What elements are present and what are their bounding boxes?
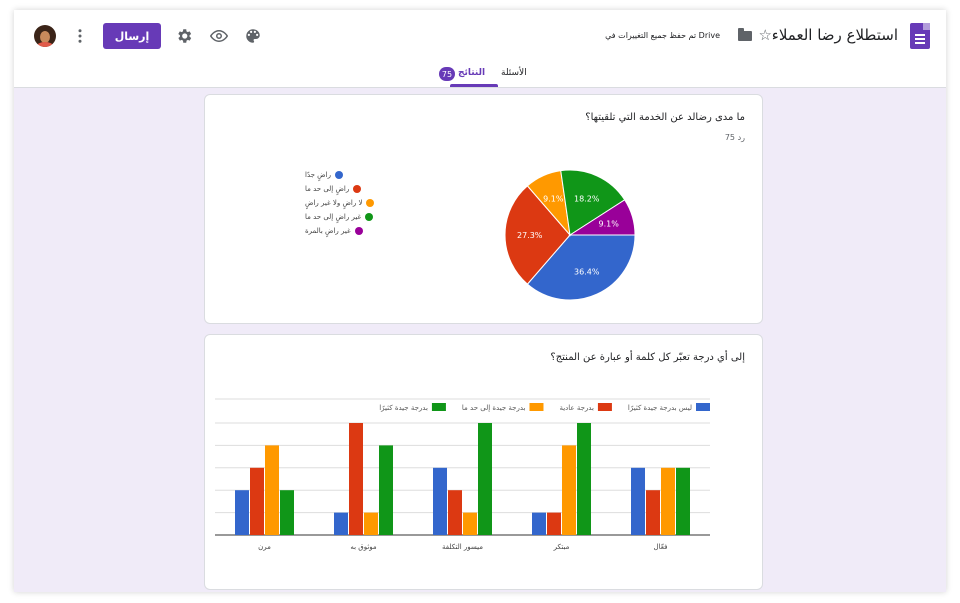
bar[interactable] [280,490,294,535]
legend-label: بدرجة جيدة إلى حد ما [462,404,526,412]
response-count: 75 رد [724,133,745,142]
palette-icon[interactable] [241,24,265,48]
legend-label: بدرجة عادية [559,404,593,412]
settings-gear-icon[interactable] [172,24,196,48]
pie-slice-label: 18.2% [574,194,600,203]
bar[interactable] [379,445,393,535]
bar[interactable] [334,512,348,535]
legend-item: راضٍ إلى حد ما [305,182,374,196]
more-vert-icon[interactable] [68,24,92,48]
legend-label: بدرجة جيدة كثيرًا [379,404,428,412]
send-button[interactable]: إرسال [103,23,161,49]
bar[interactable] [349,423,363,535]
legend-label: راضٍ إلى حد ما [305,185,350,193]
pie-legend: راضٍ جدًا راضٍ إلى حد ما لا راضٍ ولا غير ر… [305,168,375,238]
x-tick-label: مبتكر [553,543,570,551]
pie-chart: 36.4% 27.3% 9.1% 18.2% 9.1% [504,169,636,301]
folder-icon[interactable] [738,28,752,41]
bar[interactable] [661,467,675,535]
pie-slice-label: 27.3% [517,231,543,240]
tab-responses[interactable]: النتائج [458,68,486,78]
bar[interactable] [433,467,447,535]
x-tick-label: موثوق به [350,543,377,551]
bar[interactable] [478,423,492,535]
legend-label: لا راضٍ ولا غير راضٍ [305,199,363,207]
bar[interactable] [364,512,378,535]
x-tick-label: فعّال [654,543,668,551]
bar[interactable] [646,490,660,535]
bar[interactable] [265,445,279,535]
legend-swatch [696,403,710,411]
form-title[interactable]: استطلاع رضا العملاء [771,26,898,44]
legend-swatch [529,403,544,411]
pie-slice[interactable] [560,169,626,236]
legend-item: غير راضٍ بالمرة [305,224,374,238]
top-bar: استطلاع رضا العملاء ☆ تم حفظ جميع التغيي… [14,10,946,88]
legend-label: ليس بدرجة جيدة كثيرًا [628,404,692,412]
forms-logo-icon[interactable] [910,23,930,49]
pie-slice[interactable] [568,199,636,236]
active-tab-indicator [450,84,498,87]
legend-swatch [334,171,343,179]
legend-label: غير راضٍ إلى حد ما [305,213,362,221]
app-window: استطلاع رضا العملاء ☆ تم حفظ جميع التغيي… [14,10,946,592]
pie-slice[interactable] [526,234,636,301]
bar[interactable] [631,467,645,535]
bar[interactable] [235,490,249,535]
pie-slice-label: 36.4% [574,268,600,277]
bar-chart: فعّال مبتكر ميسور التكلفة موثوق به مرن ليس بد… [215,398,710,551]
legend-swatch [354,227,363,235]
x-tick-label: مرن [258,543,271,551]
bar[interactable] [562,445,576,535]
bar[interactable] [532,512,546,535]
bar[interactable] [448,490,462,535]
bar[interactable] [250,467,264,535]
legend-swatch [431,403,446,411]
grid-question-card: إلى أي درجة تعبّر كل كلمة أو عبارة عن ال… [204,334,763,590]
pie-slice[interactable] [504,185,571,285]
legend-swatch [353,185,362,193]
pie-slice-label: 9.1% [543,194,564,203]
bar[interactable] [676,467,690,535]
responses-count-badge: 75 [439,67,455,81]
legend-item: غير راضٍ إلى حد ما [305,210,374,224]
star-icon[interactable]: ☆ [758,26,772,44]
x-tick-label: ميسور التكلفة [442,543,483,551]
pie-slice-label: 9.1% [599,220,620,229]
user-avatar[interactable] [34,25,56,47]
save-status: تم حفظ جميع التغييرات في Drive [605,31,720,40]
question-title: إلى أي درجة تعبّر كل كلمة أو عبارة عن ال… [550,352,745,363]
legend-item: راضٍ جدًا [305,168,374,182]
legend-swatch [366,199,375,207]
bar[interactable] [463,512,477,535]
preview-eye-icon[interactable] [207,24,231,48]
legend-label: غير راضٍ بالمرة [305,227,351,235]
legend-item: لا راضٍ ولا غير راضٍ [305,196,375,210]
bar[interactable] [577,423,591,535]
legend-swatch [597,403,612,411]
legend-swatch [365,213,374,221]
question-title: ما مدى رضالد عن الخدمة التي تلقيتها؟ [585,112,745,123]
tab-questions[interactable]: الأسئلة [501,68,527,78]
legend-label: راضٍ جدًا [305,171,331,179]
bar[interactable] [547,512,561,535]
question-summary-card: ما مدى رضالد عن الخدمة التي تلقيتها؟ 75 … [204,94,763,324]
